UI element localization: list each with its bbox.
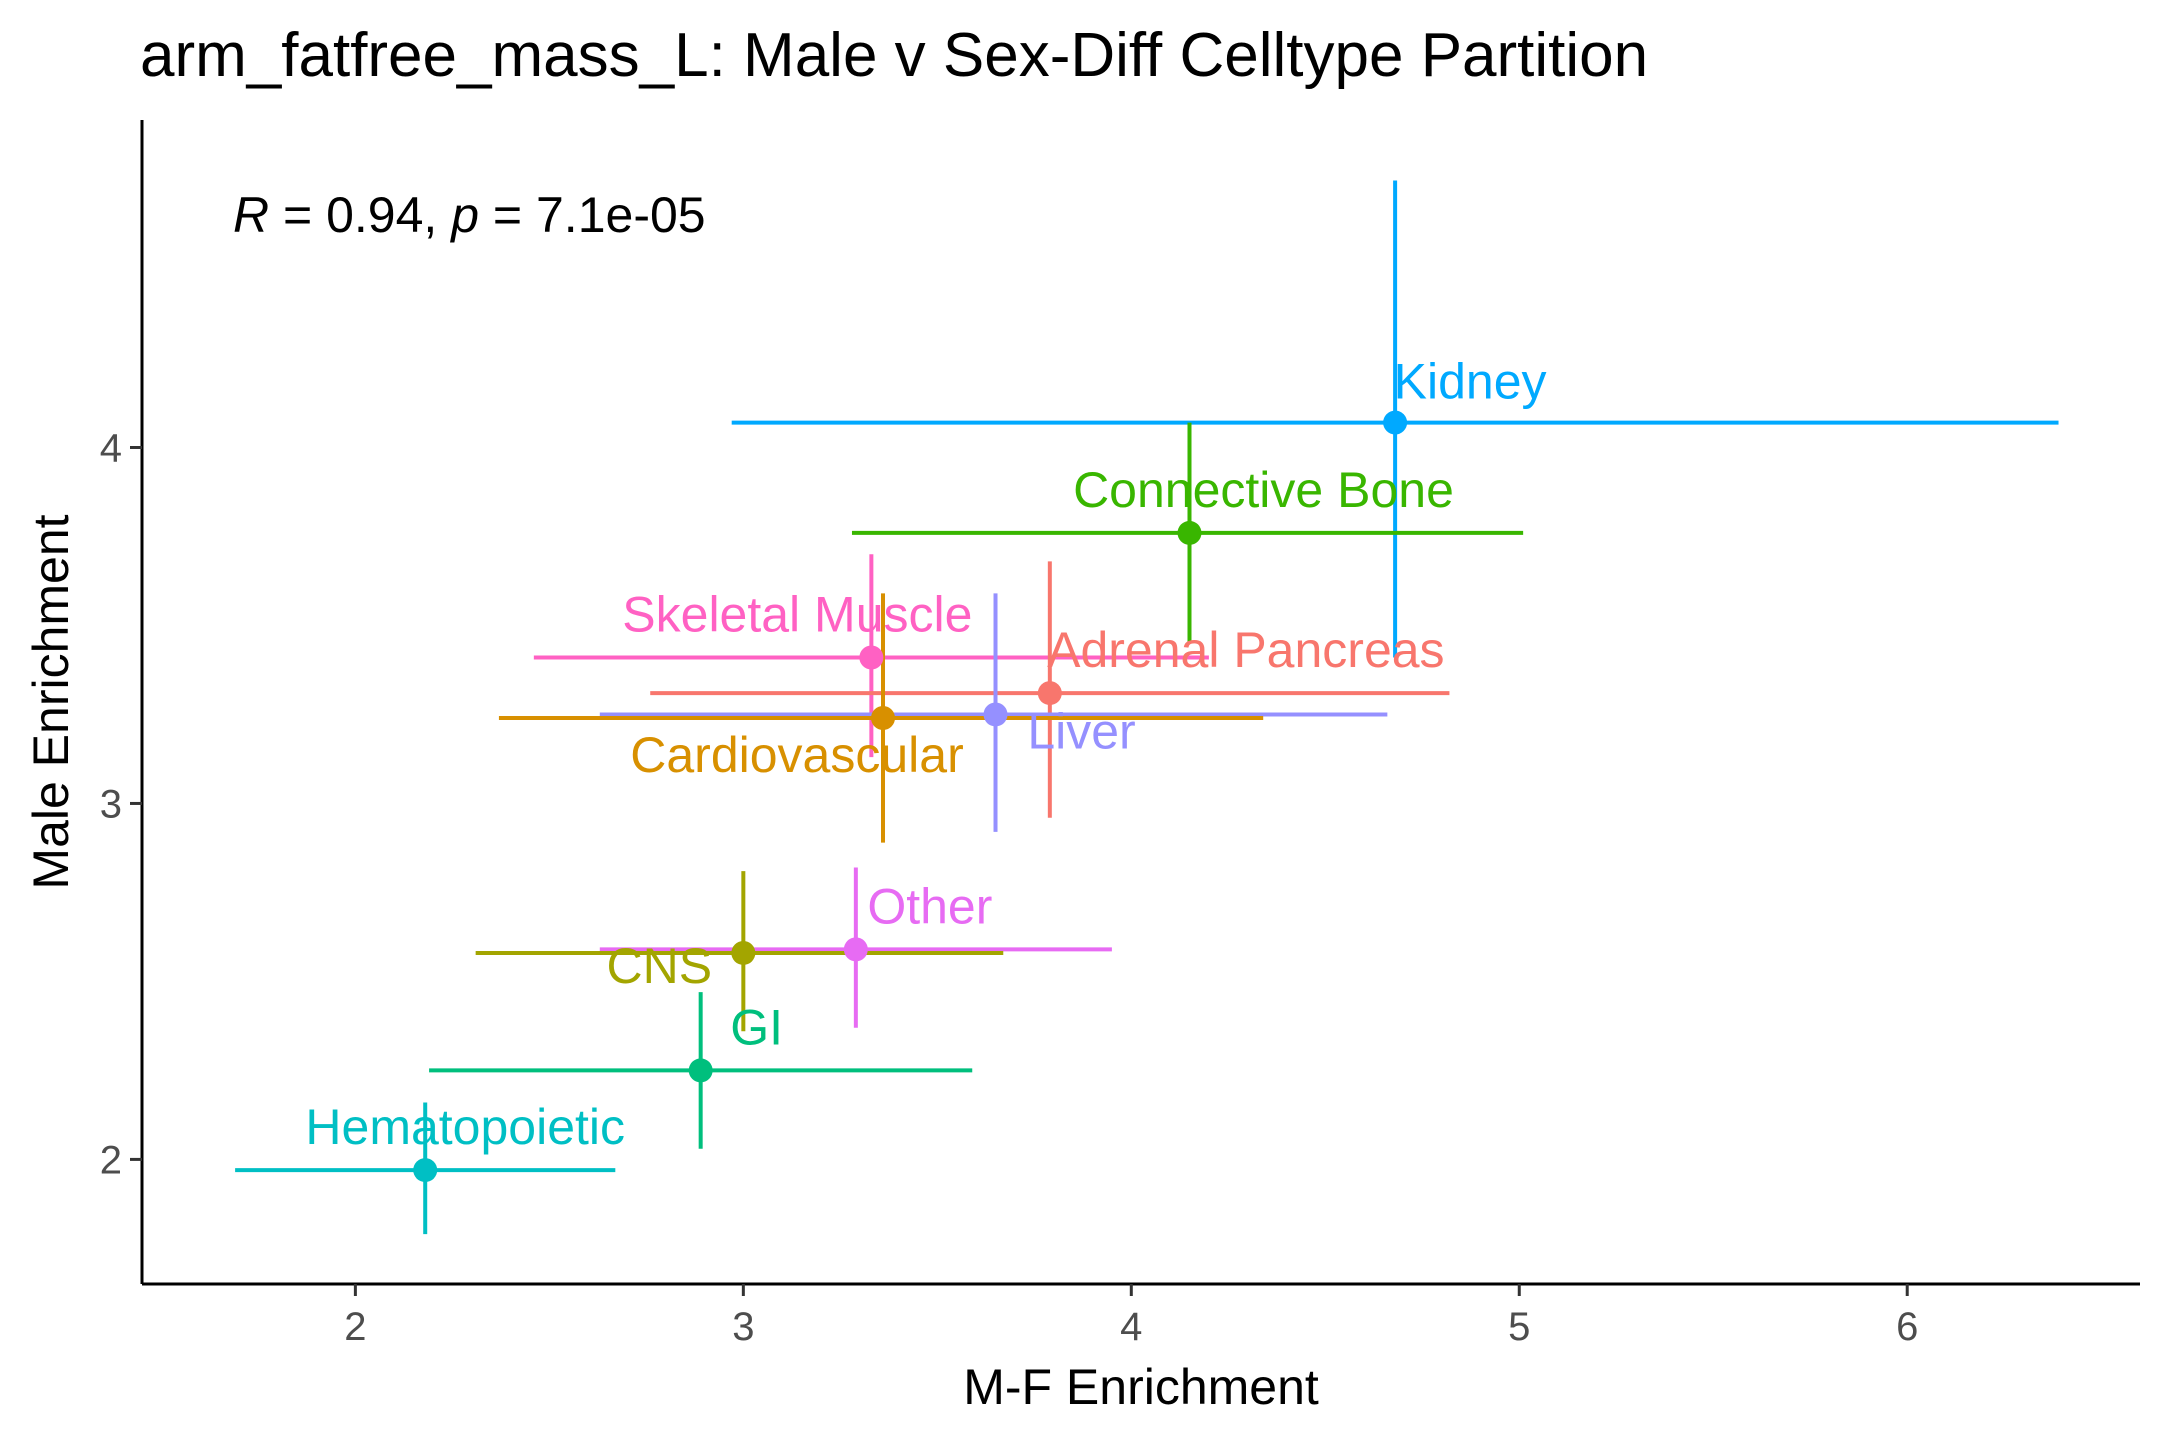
label-adrenal-pancreas: Adrenal Pancreas — [1047, 622, 1444, 678]
label-cns: CNS — [607, 938, 713, 994]
p-value-text: = 7.1e-05 — [479, 187, 706, 243]
point-adrenal-pancreas — [1037, 681, 1062, 706]
point-kidney — [1383, 410, 1408, 435]
data-points — [413, 410, 1408, 1183]
x-tick-label: 4 — [1120, 1305, 1142, 1349]
r-symbol: R — [233, 187, 269, 243]
label-other: Other — [867, 878, 992, 934]
point-connective-bone — [1177, 520, 1202, 545]
point-cardiovascular — [871, 706, 896, 731]
label-hematopoietic: Hematopoietic — [305, 1099, 625, 1155]
x-tick-label: 3 — [732, 1305, 754, 1349]
label-gi: GI — [730, 999, 783, 1055]
point-other — [843, 937, 868, 962]
x-tick-label: 5 — [1508, 1305, 1530, 1349]
y-axis-title: Male Enrichment — [23, 514, 79, 889]
label-kidney: Kidney — [1394, 354, 1547, 410]
chart-title: arm_fatfree_mass_L: Male v Sex-Diff Cell… — [140, 21, 1648, 90]
point-cns — [731, 940, 756, 965]
label-connective-bone: Connective Bone — [1073, 462, 1454, 518]
p-symbol: p — [449, 187, 479, 243]
label-skeletal-muscle: Skeletal Muscle — [622, 587, 972, 643]
correlation-annotation: R = 0.94, p = 7.1e-05 — [233, 187, 706, 243]
point-gi — [688, 1058, 713, 1083]
y-tick-label: 3 — [100, 782, 122, 826]
point-hematopoietic — [413, 1158, 438, 1183]
label-liver: Liver — [1027, 703, 1135, 759]
error-bars — [235, 180, 2059, 1235]
x-tick-label: 2 — [344, 1305, 366, 1349]
x-axis-title: M-F Enrichment — [963, 1359, 1319, 1415]
label-cardiovascular: Cardiovascular — [630, 727, 963, 783]
point-liver — [983, 702, 1008, 727]
x-tick-label: 6 — [1896, 1305, 1918, 1349]
y-tick-label: 4 — [100, 426, 122, 470]
point-skeletal-muscle — [859, 645, 884, 670]
y-tick-label: 2 — [100, 1138, 122, 1182]
point-labels: Kidney Connective Bone Skeletal Muscle Adre… — [305, 354, 1546, 1156]
y-ticks: 2 3 4 — [100, 426, 142, 1182]
x-ticks: 2 3 4 5 6 — [344, 1284, 1918, 1349]
r-value-text: = 0.94, — [269, 187, 451, 243]
